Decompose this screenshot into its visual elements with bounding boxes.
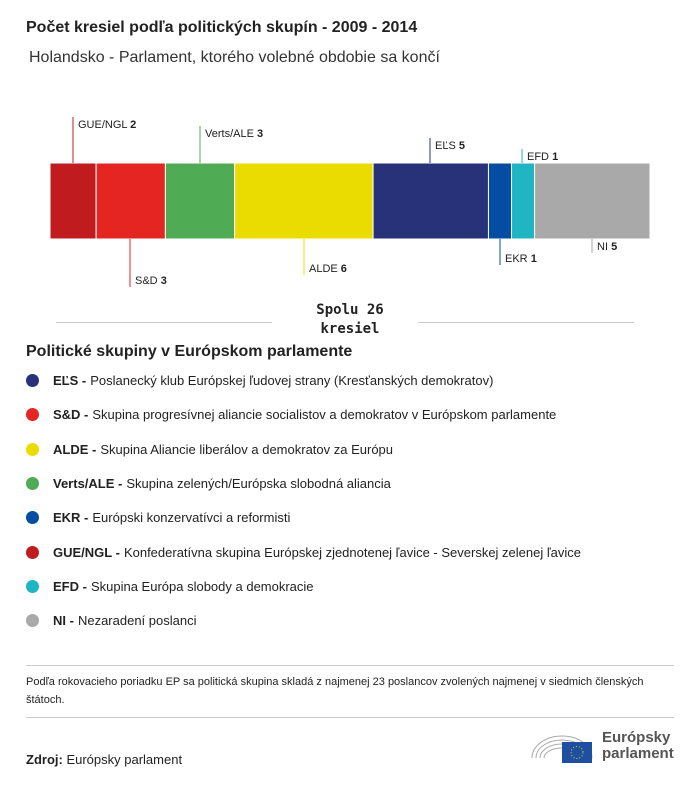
legend-text: Konfederatívna skupina Európskej zjednot… <box>123 544 582 560</box>
divider <box>56 322 272 323</box>
total-seats: Spolu 26 kresiel <box>290 301 410 339</box>
legend-text: Skupina Aliancie liberálov a demokratov … <box>100 441 394 457</box>
divider <box>418 322 634 323</box>
legend-abbr: GUE/NGL - <box>53 544 120 560</box>
parliament-hemicycle-icon <box>531 735 593 763</box>
bar-segment-s-d <box>95 162 166 240</box>
legend-abbr: EFD - <box>53 578 87 594</box>
bar-segment-alde <box>234 162 374 240</box>
bar-value: 5 <box>459 140 465 152</box>
legend-text: Poslanecký klub Európskej ľudovej strany… <box>90 373 494 388</box>
legend-dot <box>26 511 39 525</box>
bar-segment-gue-ngl <box>49 162 97 240</box>
logo-line1: Európsky <box>602 729 671 746</box>
legend-dot <box>26 476 39 490</box>
legend-dot <box>26 374 39 387</box>
bar-label-verts-ale: Verts/ALE 3 <box>205 128 263 140</box>
bar-segment-ekr <box>487 162 513 240</box>
legend-item: GUE/NGL - Konfederatívna skupina Európske… <box>26 545 581 560</box>
divider <box>26 717 674 718</box>
legend-abbr: NI - <box>53 613 74 629</box>
bar-segment-efd <box>511 162 536 240</box>
legend-text: Skupina zelených/Európska slobodná alian… <box>126 475 391 491</box>
bar-label-ni: NI 5 <box>597 241 617 253</box>
bar-label-e-s: EĽS 5 <box>435 140 465 152</box>
legend-abbr: ALDE - <box>53 441 97 457</box>
bar-value: 6 <box>341 263 347 275</box>
chart-title: Počet kresiel podľa politických skupín -… <box>26 19 418 36</box>
legend-item: EKR - Európski konzervatívci a reformisti <box>26 510 290 525</box>
seat-bar-chart: GUE/NGL 2 S&D 3 Verts/ALE 3 ALDE 6 EĽS 5 EKR … <box>49 117 651 287</box>
legend-item: EFD - Skupina Európa slobody a demokracie <box>26 579 314 594</box>
bar-value: 1 <box>552 151 558 163</box>
total-line2: kresiel <box>320 321 380 337</box>
ep-logo: Európsky parlament <box>530 728 674 764</box>
total-line1: Spolu 26 <box>316 302 384 318</box>
bar-value: 5 <box>611 241 617 253</box>
footnote: Podľa rokovacieho poriadku EP sa politic… <box>26 676 644 706</box>
logo-line2: parlament <box>602 745 674 762</box>
legend-text: Skupina progresívnej aliancie socialisto… <box>92 407 557 423</box>
legend-abbr: Verts/ALE - <box>53 475 123 491</box>
legend-text: Nezaradení poslanci <box>77 613 197 629</box>
legend-dot <box>26 545 39 559</box>
bar-label-ekr: EKR 1 <box>505 253 537 265</box>
bar-segment-verts-ale <box>164 162 236 240</box>
legend-dot <box>26 579 39 593</box>
legend-item: Verts/ALE - Skupina zelených/Európska slo… <box>26 476 391 491</box>
bar-value: 3 <box>161 275 167 287</box>
bar-value: 3 <box>257 128 263 140</box>
bar-label-gue-ngl: GUE/NGL 2 <box>78 119 136 131</box>
legend-item: S&D - Skupina progresívnej aliancie socia… <box>26 407 556 422</box>
legend-title: Politické skupiny v Európskom parlamente <box>26 343 353 360</box>
bar-value: 1 <box>531 253 537 265</box>
legend-dot <box>26 442 39 456</box>
legend-dot <box>26 614 39 628</box>
source: Zdroj: Európsky parlament <box>26 752 182 767</box>
source-label: Zdroj: <box>26 752 63 767</box>
legend-abbr: EKR - <box>53 510 89 526</box>
bar-label-efd: EFD 1 <box>527 151 558 163</box>
legend-dot <box>26 408 39 422</box>
bar-segment-e-s <box>372 162 489 240</box>
bar-label-s-d: S&D 3 <box>135 275 167 287</box>
legend-item: EĽS - Poslanecký klub Európskej ľudovej s… <box>26 373 493 388</box>
legend-item: NI - Nezaradení poslanci <box>26 613 196 628</box>
bar-label-alde: ALDE 6 <box>309 263 347 275</box>
chart-subtitle: Holandsko - Parlament, ktorého volebné o… <box>29 49 440 66</box>
eu-flag-icon <box>562 742 592 763</box>
legend-text: Skupina Európa slobody a demokracie <box>90 578 314 594</box>
source-value: Európsky parlament <box>66 752 183 767</box>
legend-text: Európski konzervatívci a reformisti <box>92 510 291 526</box>
legend-abbr: S&D - <box>53 407 89 423</box>
bar-value: 2 <box>130 119 136 131</box>
legend-item: ALDE - Skupina Aliancie liberálov a demok… <box>26 442 393 457</box>
bar-segment-ni <box>534 162 651 240</box>
divider <box>26 665 674 666</box>
legend-abbr: EĽS - <box>53 373 87 388</box>
